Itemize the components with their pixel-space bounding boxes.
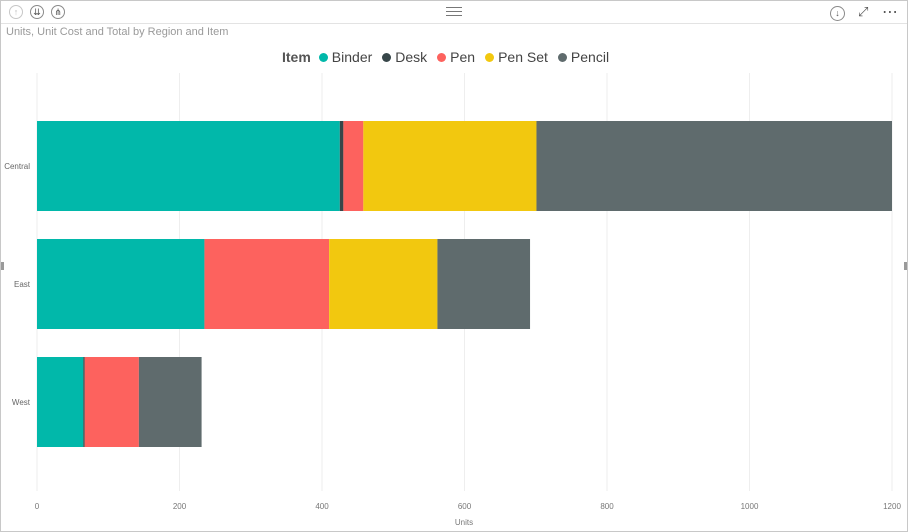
legend-title: Item (282, 49, 311, 65)
legend-label: Desk (395, 49, 428, 65)
bar-east-pen[interactable] (204, 239, 330, 329)
bar-west-pencil[interactable] (138, 357, 202, 447)
legend-label: Binder (331, 49, 373, 65)
x-tick-label: 200 (173, 502, 187, 511)
legend-label: Pen Set (498, 49, 548, 65)
bar-west-binder[interactable] (37, 357, 84, 447)
bar-east-binder[interactable] (37, 239, 205, 329)
legend-marker (557, 52, 567, 62)
y-tick-label-west: West (12, 398, 31, 407)
drill-up-icon[interactable]: ↑ (9, 5, 23, 19)
bar-central-desk[interactable] (339, 121, 344, 211)
drill-mode-icon[interactable]: ↓ (830, 6, 845, 21)
x-tick-label: 1200 (883, 502, 901, 511)
x-tick-label: 600 (458, 502, 472, 511)
legend-label: Pen (450, 49, 476, 65)
resize-handle-left[interactable] (1, 262, 4, 270)
resize-handle-right[interactable] (904, 262, 907, 270)
bar-central-pen-set[interactable] (363, 121, 537, 211)
x-tick-label: 1000 (741, 502, 759, 511)
drill-down-icon[interactable]: ⋔ (51, 5, 65, 19)
drag-handle-icon[interactable] (446, 7, 462, 17)
legend-marker (382, 52, 392, 62)
axes: 0 200 400 600 800 1000 1200 Central East West (4, 162, 901, 511)
legend-item-desk[interactable]: Desk (382, 49, 427, 65)
bar-central-pen[interactable] (343, 121, 364, 211)
legend-item-pen[interactable]: Pen (437, 49, 475, 65)
bars (37, 121, 892, 447)
legend-item-binder[interactable]: Binder (318, 49, 373, 65)
legend-marker (437, 52, 447, 62)
bar-west-pen[interactable] (84, 357, 139, 447)
visual-header: ↑ ⇊ ⋔ ↓ ⤢ ⋯ (1, 1, 907, 24)
chart-title: Units, Unit Cost and Total by Region and… (6, 26, 229, 38)
legend: Item Binder Desk Pen Pen Set Pencil (282, 48, 619, 66)
x-tick-label: 800 (600, 502, 614, 511)
x-tick-label: 400 (315, 502, 329, 511)
focus-mode-icon[interactable]: ⤢ (858, 4, 869, 19)
y-tick-label-central: Central (4, 162, 30, 171)
legend-item-pencil[interactable]: Pencil (557, 49, 610, 65)
legend-items: Binder Desk Pen Pen Set Pencil (318, 49, 619, 65)
more-options-icon[interactable]: ⋯ (882, 4, 899, 21)
bar-central-pencil[interactable] (536, 121, 892, 211)
expand-all-icon[interactable]: ⇊ (30, 5, 44, 19)
legend-marker (485, 52, 495, 62)
bar-east-pencil[interactable] (437, 239, 531, 329)
legend-marker (318, 52, 328, 62)
legend-item-pen-set[interactable]: Pen Set (485, 49, 548, 65)
bar-east-pen-set[interactable] (329, 239, 438, 329)
legend-label: Pencil (570, 49, 610, 65)
x-tick-label: 0 (35, 502, 40, 511)
bar-west-desk[interactable] (83, 357, 85, 447)
x-axis-title: Units (455, 518, 473, 527)
bar-central-binder[interactable] (37, 121, 340, 211)
y-tick-label-east: East (14, 280, 31, 289)
